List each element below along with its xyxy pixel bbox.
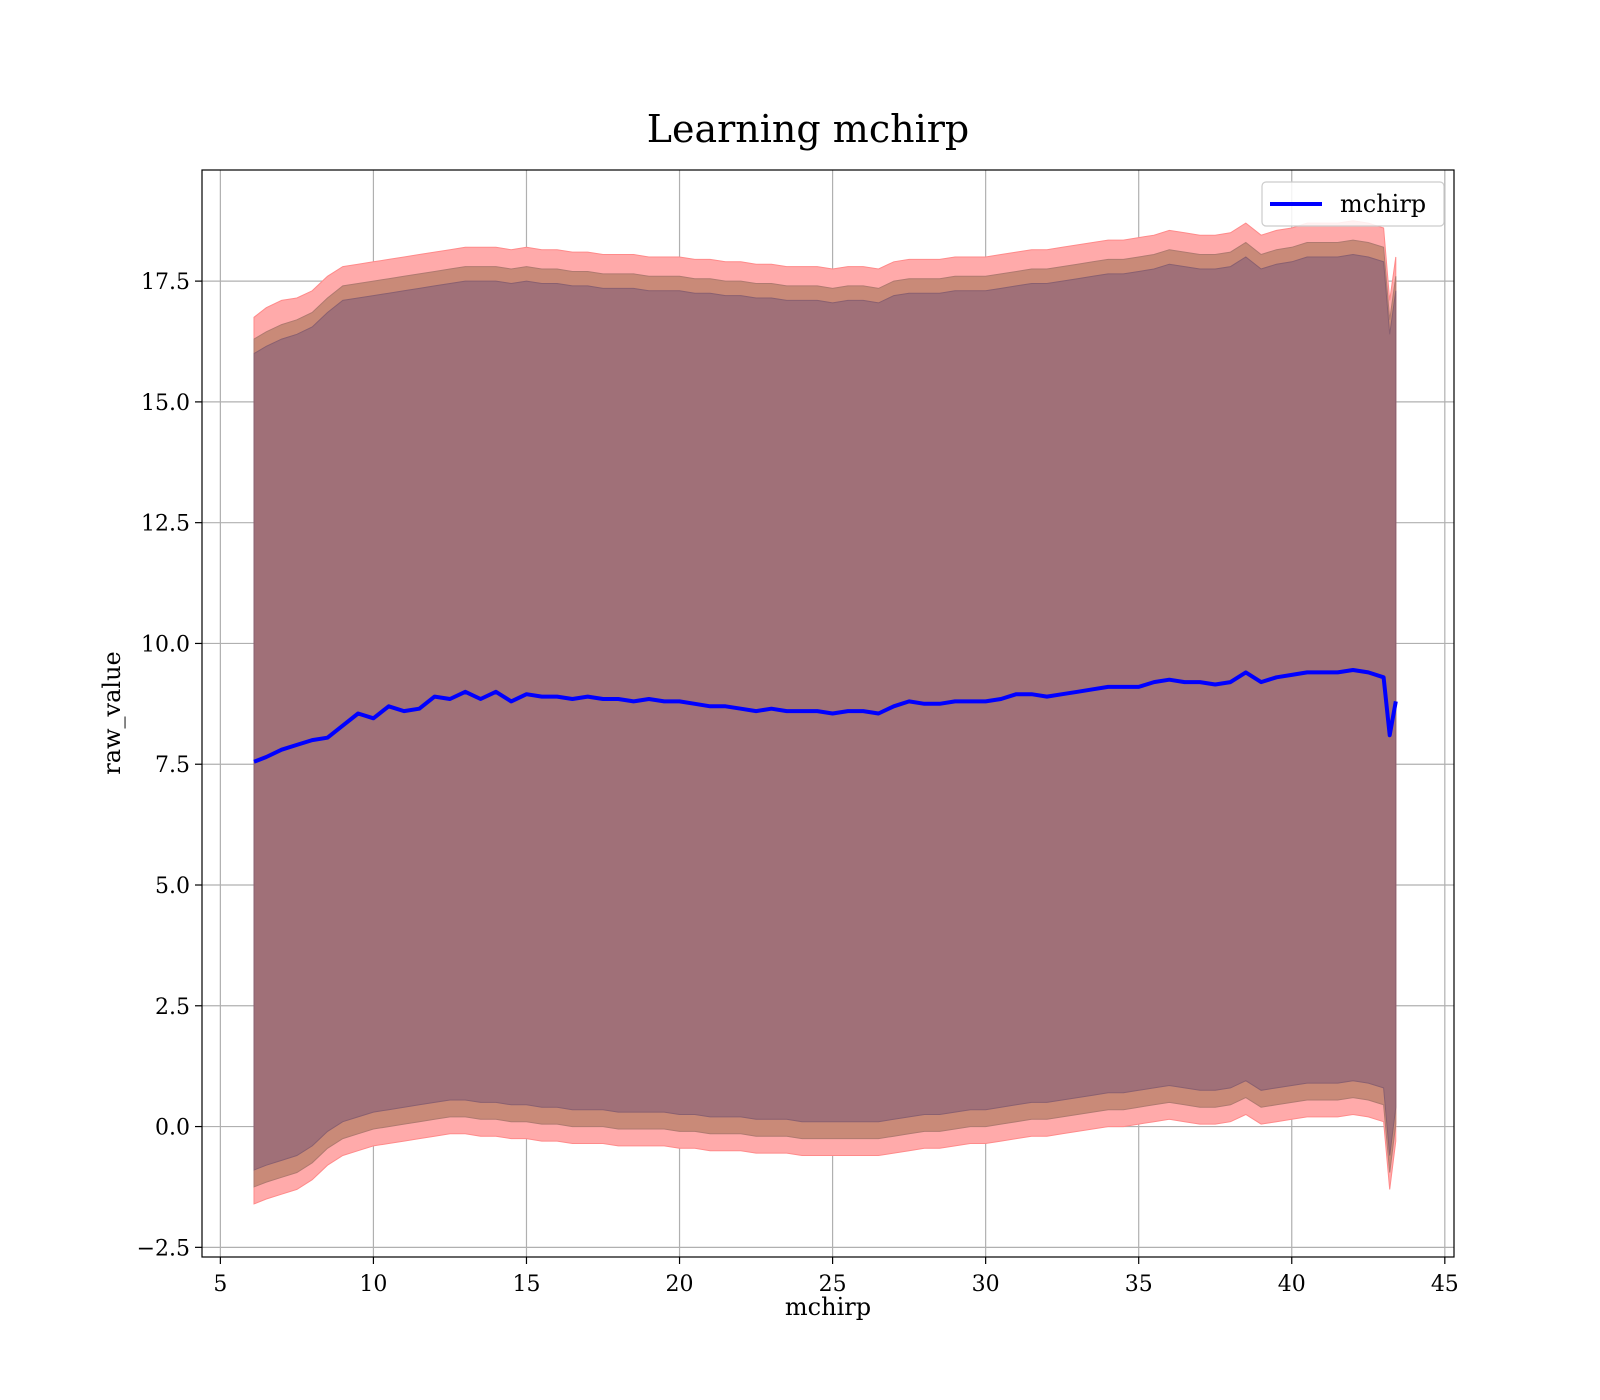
- legend-box: [1261, 181, 1445, 227]
- y-tick-label: 0.0: [155, 1116, 190, 1141]
- legend-label: mchirp: [1340, 190, 1426, 218]
- line-layer: [253, 668, 1398, 764]
- x-tick-label: 10: [359, 1272, 387, 1297]
- plot-frame: [201, 169, 1455, 1258]
- x-tick-label: 40: [1278, 1272, 1306, 1297]
- x-tick-label: 15: [512, 1272, 540, 1297]
- y-axis-label: raw_value: [98, 651, 126, 775]
- y-tick-label: −2.5: [137, 1236, 190, 1261]
- tick-layer: 5 10 15 20 25 30 35 40 45 −2.5 0.0 2.5 5.0 7.5 10.0 12.…: [137, 270, 1459, 1297]
- legend: mchirp: [1261, 181, 1445, 227]
- y-tick-label: 15.0: [141, 391, 190, 416]
- x-tick-label: 5: [213, 1272, 227, 1297]
- y-tick-label: 5.0: [155, 874, 190, 899]
- x-tick-label: 35: [1125, 1272, 1153, 1297]
- y-tick-label: 12.5: [141, 512, 190, 537]
- x-axis-label: mchirp: [785, 1293, 871, 1321]
- x-tick-label: 30: [972, 1272, 1000, 1297]
- x-tick-label: 20: [666, 1272, 694, 1297]
- x-tick-label: 25: [819, 1272, 847, 1297]
- y-tick-label: 10.0: [141, 632, 190, 657]
- y-tick-label: 7.5: [155, 753, 190, 778]
- y-tick-label: 2.5: [155, 995, 190, 1020]
- chart-title: Learning mchirp: [647, 107, 969, 151]
- x-tick-label: 45: [1431, 1272, 1459, 1297]
- y-tick-label: 17.5: [141, 270, 190, 295]
- series-line-mchirp: [253, 668, 1398, 764]
